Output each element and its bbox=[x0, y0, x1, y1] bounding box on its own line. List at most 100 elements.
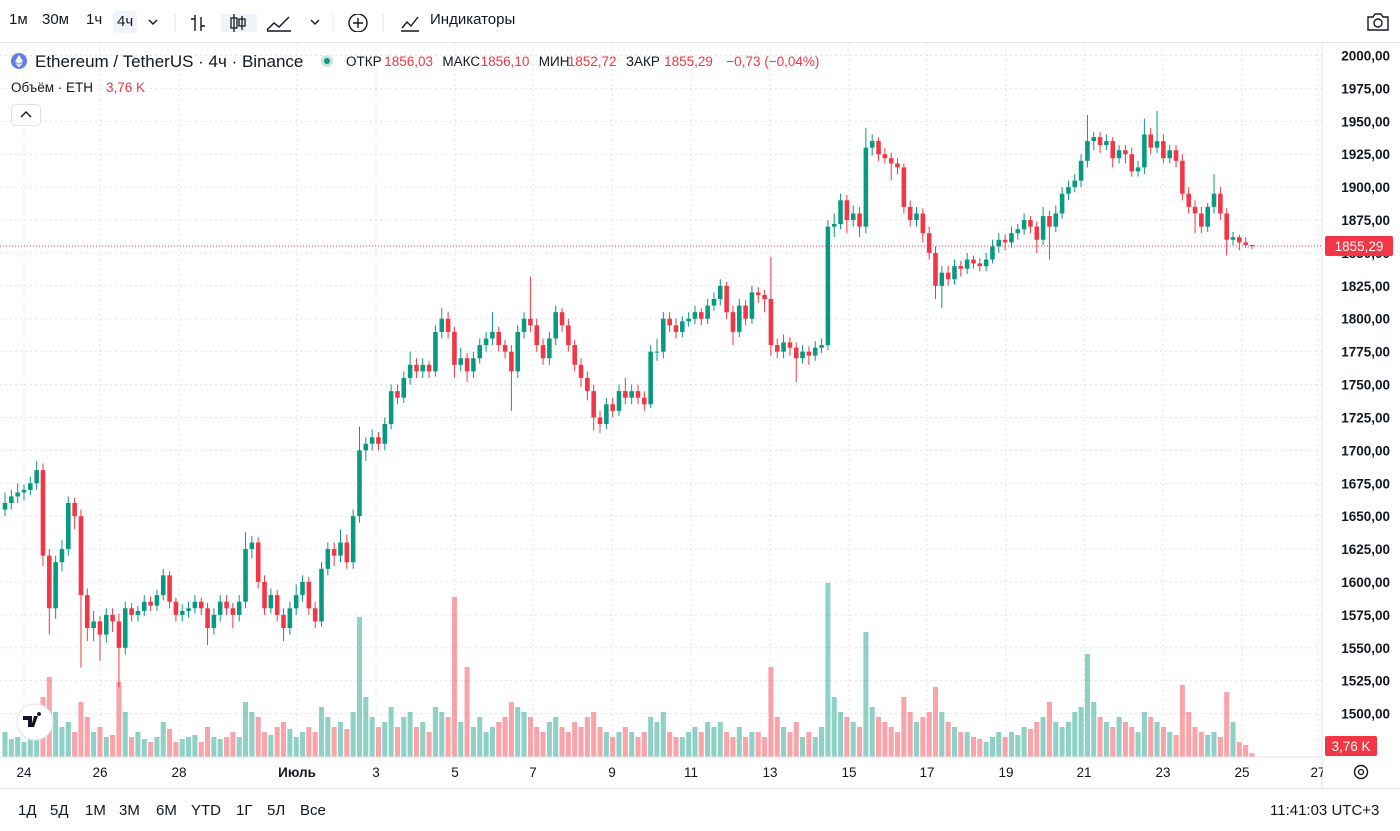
volume-bar bbox=[553, 717, 559, 757]
volume-bar bbox=[616, 732, 622, 757]
candle-body bbox=[331, 549, 337, 556]
range-button[interactable]: 1Д bbox=[18, 802, 37, 819]
volume-bar bbox=[287, 729, 293, 757]
candle-body bbox=[1040, 216, 1046, 240]
volume-bar bbox=[84, 717, 90, 757]
candle-body bbox=[490, 331, 495, 339]
candle-body bbox=[566, 325, 571, 346]
volume-bar bbox=[584, 717, 590, 757]
volume-bar bbox=[1160, 727, 1166, 757]
volume-bar bbox=[299, 732, 306, 757]
range-button[interactable]: 1М bbox=[85, 802, 106, 819]
candle-body bbox=[509, 351, 514, 372]
candle-body bbox=[1085, 141, 1090, 161]
y-tick-label: 1600,00 bbox=[1341, 575, 1390, 590]
candle-body bbox=[281, 614, 286, 629]
volume-bar bbox=[736, 727, 742, 757]
volume-bar bbox=[521, 712, 527, 757]
y-tick-label: 1825,00 bbox=[1341, 279, 1390, 294]
candle-body bbox=[154, 595, 160, 606]
volume-bar bbox=[21, 742, 27, 757]
candle-body bbox=[173, 601, 179, 615]
candle-body bbox=[1053, 213, 1059, 227]
candle-body bbox=[357, 450, 362, 517]
candle-body bbox=[224, 601, 229, 609]
area-icon[interactable] bbox=[266, 16, 291, 32]
candle-body bbox=[616, 391, 622, 411]
volume-bar bbox=[648, 717, 654, 757]
indicators-icon[interactable] bbox=[401, 16, 419, 32]
axes: 1500,00 1525,00 1550,00 1575,00 1600,00 1625,… bbox=[16, 49, 1400, 787]
volume-bar bbox=[135, 732, 141, 757]
candle-body bbox=[876, 141, 881, 155]
range-button[interactable]: 3М bbox=[119, 802, 140, 819]
range-button[interactable]: 5Д bbox=[50, 802, 69, 819]
candle-body bbox=[945, 272, 951, 280]
candle-body bbox=[964, 259, 970, 269]
volume-bar bbox=[432, 707, 438, 757]
collapse-button[interactable] bbox=[11, 104, 41, 126]
candle-body bbox=[217, 601, 223, 615]
candle-body bbox=[996, 239, 1002, 247]
candle-body bbox=[414, 364, 419, 372]
volume-bar bbox=[489, 727, 495, 757]
volume-bar bbox=[1110, 727, 1116, 757]
range-button[interactable]: 6М bbox=[156, 802, 177, 819]
y-tick-label: 1875,00 bbox=[1341, 213, 1390, 228]
volume-bar bbox=[800, 737, 806, 757]
candle-body bbox=[572, 345, 577, 365]
volume-bar bbox=[540, 732, 546, 757]
candle-body bbox=[363, 443, 369, 451]
volume-tag-label: 3,76 K bbox=[1331, 739, 1370, 754]
candle-body bbox=[78, 516, 84, 596]
candle-body bbox=[205, 608, 210, 629]
screenshot-icon[interactable] bbox=[1366, 11, 1390, 33]
volume-bar bbox=[876, 717, 882, 757]
volume-bar bbox=[869, 707, 875, 757]
candle-body bbox=[895, 163, 900, 168]
volume-bar bbox=[318, 707, 325, 757]
candle-body bbox=[198, 601, 204, 609]
dropdown-icon[interactable] bbox=[148, 19, 158, 25]
y-tick-label: 1550,00 bbox=[1341, 641, 1390, 656]
candles-icon[interactable] bbox=[230, 14, 246, 32]
range-button[interactable]: Все bbox=[300, 802, 326, 819]
interval-button[interactable]: 1ч bbox=[86, 11, 103, 28]
range-button[interactable]: 1Г bbox=[236, 802, 253, 819]
y-tick-label: 1975,00 bbox=[1341, 81, 1390, 96]
volume-bar bbox=[983, 742, 989, 757]
indicators-button[interactable]: Индикаторы bbox=[430, 11, 516, 28]
dropdown-icon[interactable] bbox=[310, 19, 320, 25]
interval-button[interactable]: 30м bbox=[42, 11, 69, 28]
volume-bar bbox=[1148, 717, 1154, 757]
x-tick-label: 27 bbox=[1310, 765, 1325, 780]
volume-bar bbox=[224, 737, 230, 757]
volume-bar bbox=[312, 732, 318, 757]
candle-body bbox=[534, 325, 539, 346]
volume-bar bbox=[641, 732, 647, 757]
interval-button[interactable]: 4ч bbox=[113, 11, 138, 33]
candle-body bbox=[350, 516, 356, 563]
last-price-label: 1855,29 bbox=[1335, 239, 1384, 254]
volume-bar bbox=[546, 722, 552, 757]
range-button[interactable]: YTD bbox=[191, 802, 221, 819]
candle-body bbox=[1167, 150, 1172, 159]
volume-bar bbox=[698, 732, 704, 757]
candle-body bbox=[907, 206, 913, 221]
candle-body bbox=[1218, 193, 1223, 214]
bars-icon[interactable] bbox=[191, 15, 205, 31]
settings-icon[interactable] bbox=[1353, 764, 1369, 780]
y-tick-label: 1800,00 bbox=[1341, 312, 1390, 327]
volume-bar bbox=[705, 722, 711, 757]
candle-body bbox=[680, 321, 685, 332]
candle-body bbox=[597, 417, 603, 425]
candle-body bbox=[1072, 180, 1078, 188]
x-tick-label: 3 bbox=[372, 765, 380, 780]
candle-body bbox=[787, 342, 793, 348]
range-button[interactable]: 5Л bbox=[267, 802, 286, 819]
volume-bar bbox=[154, 737, 160, 757]
candle-body bbox=[293, 595, 299, 609]
interval-button[interactable]: 1м bbox=[9, 11, 28, 28]
compare-icon[interactable] bbox=[348, 14, 368, 32]
volume-bar bbox=[1129, 727, 1135, 757]
